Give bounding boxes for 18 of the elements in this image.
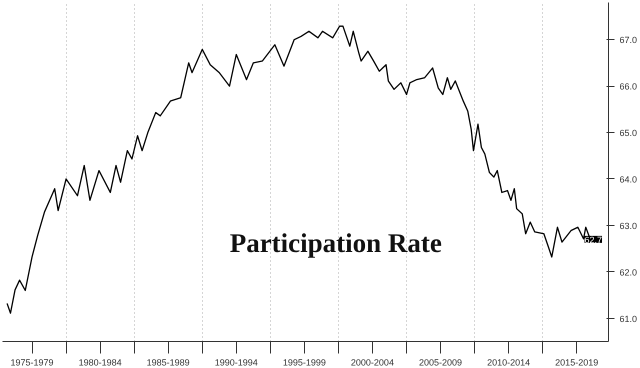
- x-tick-label: 2000-2004: [350, 358, 394, 368]
- y-tick-label: 66.0: [620, 82, 638, 92]
- x-tick-label: 1995-1999: [282, 358, 326, 368]
- data-label: 62.7: [584, 234, 602, 245]
- y-tick-label: 67.0: [620, 35, 638, 46]
- y-tick-label: 61.0: [620, 314, 638, 324]
- y-tick-label: 62.0: [620, 267, 638, 278]
- y-tick-label: 65.0: [620, 128, 638, 138]
- text: Participation Rate: [230, 228, 442, 258]
- x-tick-label: 2015-2019: [555, 358, 598, 368]
- x-tick-label: 1980-1984: [78, 358, 122, 368]
- y-tick-label: 64.0: [620, 174, 638, 184]
- x-tick-label: 2005-2009: [418, 358, 462, 368]
- x-tick-label: 1985-1989: [146, 358, 190, 368]
- x-tick-label: 1990-1994: [214, 358, 258, 368]
- x-tick-label: 1975-1979: [10, 358, 54, 368]
- x-tick-label: 2010-2014: [487, 358, 530, 368]
- y-tick-label: 63.0: [620, 220, 638, 231]
